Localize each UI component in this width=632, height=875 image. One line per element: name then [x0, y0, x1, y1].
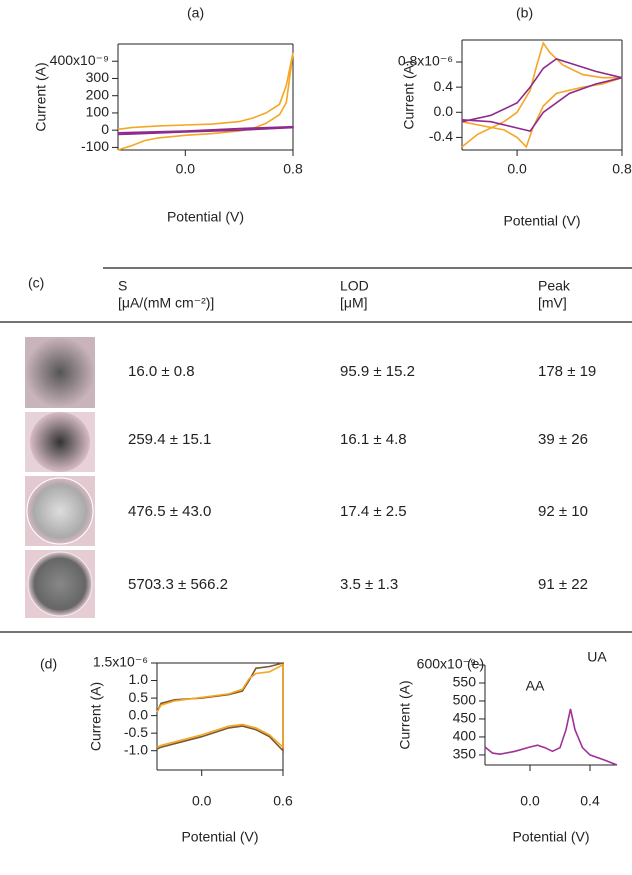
x-tick-label: 0.8 [612, 161, 632, 177]
panel-label: (b) [516, 5, 533, 21]
table-cell: 92 ± 10 [538, 503, 588, 520]
y-tick-label: 0.0 [129, 706, 149, 722]
column-unit: [μM] [340, 295, 368, 311]
y-tick-label: -1.0 [124, 741, 148, 757]
y-tick-label: 600x10⁻⁹ [417, 656, 476, 672]
data-line [484, 708, 618, 766]
table-cell: 5703.3 ± 566.2 [128, 576, 228, 593]
y-tick-label: 0 [101, 121, 109, 137]
column-title: Peak [538, 278, 571, 294]
x-axis-label: Potential (V) [181, 829, 258, 845]
table-cell: 91 ± 22 [538, 576, 588, 593]
x-tick-label: 0.0 [507, 161, 527, 177]
table-cell: 3.5 ± 1.3 [340, 576, 398, 593]
y-tick-label: 550 [453, 674, 477, 690]
table-cell: 16.0 ± 0.8 [128, 363, 195, 380]
table-cell: 178 ± 19 [538, 363, 596, 380]
data-line [461, 41, 623, 149]
table-cell: 259.4 ± 15.1 [128, 431, 211, 448]
y-axis-label: Current (A) [88, 682, 104, 751]
data-line [156, 661, 284, 753]
y-tick-label: 0.5 [129, 689, 149, 705]
panel-label: (a) [187, 5, 204, 21]
y-tick-label: 0.4 [434, 78, 454, 94]
table-cell: 17.4 ± 2.5 [340, 503, 407, 520]
x-tick-label: 0.0 [520, 793, 540, 809]
data-line [156, 663, 284, 750]
annotation: UA [587, 649, 607, 665]
data-line [461, 58, 623, 133]
panel-label: (d) [40, 656, 57, 672]
y-axis-label: Current (A) [401, 60, 417, 129]
annotation: AA [526, 678, 545, 694]
sample-image [26, 477, 94, 545]
y-tick-label: -0.5 [124, 724, 148, 740]
x-tick-label: 0.4 [580, 793, 600, 809]
y-tick-label: 0.0 [434, 103, 454, 119]
data-line [117, 125, 294, 136]
sample-image [30, 412, 90, 472]
column-unit: [μA/(mM cm⁻²)] [118, 295, 214, 311]
sample-image [25, 337, 95, 408]
y-tick-label: -0.4 [429, 128, 453, 144]
y-axis-label: Current (A) [33, 62, 49, 131]
panel-label: (c) [28, 275, 44, 291]
sample-images [25, 337, 95, 618]
y-tick-label: 500 [453, 692, 477, 708]
table-cell: 95.9 ± 15.2 [340, 363, 415, 380]
y-tick-label: 400x10⁻⁹ [50, 52, 109, 68]
column-title: LOD [340, 278, 369, 294]
column-unit: [mV] [538, 295, 567, 311]
y-tick-label: 300 [86, 69, 110, 85]
column-title: S [118, 278, 127, 294]
sample-image [27, 551, 93, 617]
y-axis-label: Current (A) [397, 680, 413, 749]
panel-label: (e) [467, 656, 484, 672]
table-cell: 39 ± 26 [538, 431, 588, 448]
x-tick-label: 0.8 [283, 161, 303, 177]
table-cell: 16.1 ± 4.8 [340, 431, 407, 448]
x-axis-label: Potential (V) [512, 829, 589, 845]
y-tick-label: 1.5x10⁻⁶ [93, 654, 148, 670]
x-axis-label: Potential (V) [503, 213, 580, 229]
y-tick-label: 400 [453, 728, 477, 744]
y-tick-label: 350 [453, 746, 477, 762]
y-tick-label: 450 [453, 710, 477, 726]
x-axis-label: Potential (V) [167, 209, 244, 225]
x-tick-label: 0.6 [273, 793, 293, 809]
y-tick-label: 1.0 [129, 671, 149, 687]
y-tick-label: 200 [86, 86, 110, 102]
table-cell: 476.5 ± 43.0 [128, 503, 211, 520]
data-line [117, 52, 294, 151]
y-tick-label: 100 [86, 104, 110, 120]
x-tick-label: 0.0 [192, 793, 212, 809]
x-tick-label: 0.0 [176, 161, 196, 177]
y-tick-label: -100 [81, 138, 109, 154]
y-tick-label: 0.8x10⁻⁶ [398, 53, 453, 69]
